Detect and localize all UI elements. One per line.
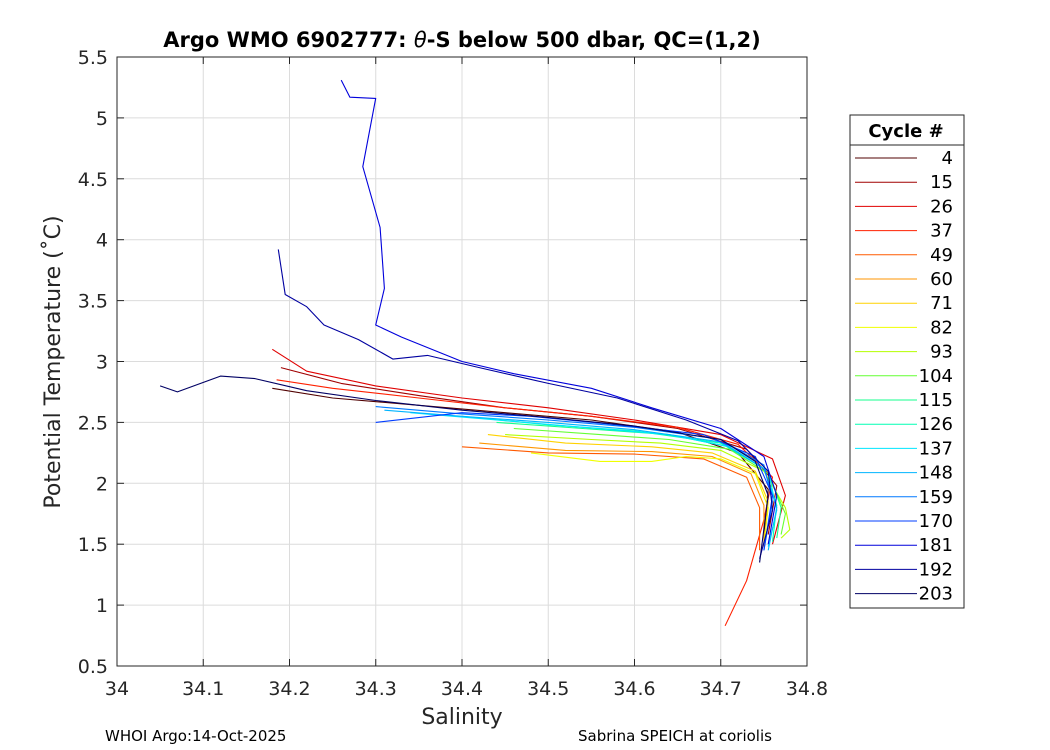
series-line-cycle-82 <box>530 452 769 545</box>
x-tick-label: 34.5 <box>527 678 569 700</box>
plot-area: 34 34.1 34.2 34.3 34.4 34.5 34.6 34.7 34.80.511.… <box>78 47 828 700</box>
y-tick-label: 3 <box>96 352 108 374</box>
legend-label: 126 <box>919 414 953 435</box>
series-line-cycle-203 <box>159 375 769 563</box>
legend-label: 115 <box>919 390 953 411</box>
y-tick-label: 1 <box>96 595 108 617</box>
x-tick-label: 34.4 <box>441 678 483 700</box>
y-tick-label: 5 <box>96 108 108 130</box>
legend-label: 159 <box>919 487 953 508</box>
x-tick-label: 34.8 <box>786 678 828 700</box>
grid <box>116 56 808 667</box>
y-tick-label: 4 <box>96 230 108 252</box>
legend: Cycle # 4 15 26 37 49 60 71 82 93 104 115 126 137 148… <box>849 114 965 609</box>
x-tick-label: 34.6 <box>613 678 655 700</box>
y-tick-label: 2.5 <box>78 412 108 434</box>
series-line-cycle-60 <box>479 442 765 547</box>
legend-title: Cycle # <box>868 121 943 142</box>
legend-label: 60 <box>930 269 953 290</box>
legend-label: 170 <box>919 511 953 532</box>
y-tick-label: 0.5 <box>78 656 108 678</box>
legend-label: 49 <box>930 245 953 266</box>
legend-label: 82 <box>930 317 953 338</box>
legend-label: 192 <box>919 559 953 580</box>
legend-label: 148 <box>919 463 953 484</box>
x-tick-label: 34.1 <box>182 678 224 700</box>
series-line-cycle-192 <box>277 249 774 559</box>
legend-label: 137 <box>919 438 953 459</box>
x-tick-label: 34.7 <box>700 678 742 700</box>
legend-label: 203 <box>919 584 953 605</box>
series-line-cycle-93 <box>505 434 791 539</box>
y-tick-label: 4.5 <box>78 169 108 191</box>
legend-label: 104 <box>919 366 953 387</box>
y-tick-label: 2 <box>96 473 108 495</box>
legend-label: 15 <box>930 172 953 193</box>
legend-label: 71 <box>930 293 953 314</box>
series-line-cycle-71 <box>487 434 769 545</box>
legend-label: 37 <box>930 221 953 242</box>
series-line-cycle-104 <box>513 427 786 535</box>
chart-title: Argo WMO 6902777: θ-S below 500 dbar, QC… <box>163 28 760 52</box>
series-line-cycle-181 <box>340 79 778 545</box>
footer-left: WHOI Argo:14-Oct-2025 <box>105 727 286 745</box>
x-tick-label: 34.3 <box>355 678 397 700</box>
series-line-cycle-148 <box>384 409 778 551</box>
legend-label: 4 <box>942 148 953 169</box>
series-layer <box>159 79 791 627</box>
series-line-cycle-49 <box>461 446 761 551</box>
y-tick-label: 5.5 <box>78 47 108 69</box>
y-axis-label: Potential Temperature (˚C) <box>41 215 66 508</box>
x-axis-label: Salinity <box>421 705 502 730</box>
y-tick-label: 1.5 <box>78 534 108 556</box>
x-tick-label: 34 <box>105 678 129 700</box>
legend-label: 26 <box>930 196 953 217</box>
legend-label: 93 <box>930 342 953 363</box>
series-line-cycle-37 <box>276 379 774 627</box>
footer-right: Sabrina SPEICH at coriolis <box>578 727 772 745</box>
legend-label: 181 <box>919 535 953 556</box>
series-line-cycle-26 <box>272 348 786 545</box>
x-tick-label: 34.2 <box>268 678 310 700</box>
ticks: 34 34.1 34.2 34.3 34.4 34.5 34.6 34.7 34.80.511.… <box>78 47 828 700</box>
legend-items: 4 15 26 37 49 60 71 82 93 104 115 126 137 148 159 170 18… <box>855 148 953 605</box>
y-tick-label: 3.5 <box>78 291 108 313</box>
